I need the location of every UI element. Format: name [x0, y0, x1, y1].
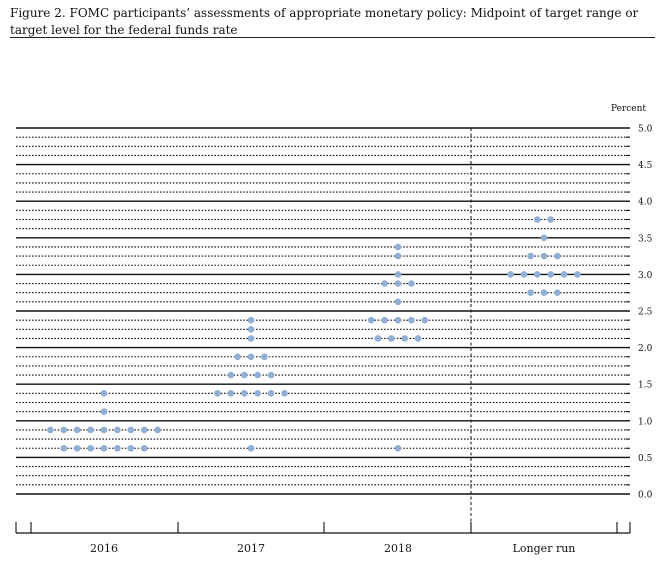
data-dot — [60, 426, 68, 434]
data-dot — [140, 444, 148, 452]
data-dot — [408, 316, 415, 324]
data-dot — [394, 280, 402, 287]
axes: 0.0 0.5 1.0 1.5 2.0 2.5 3.0 3.5 4.0 4.5 5.0 2016 201… — [15, 125, 653, 555]
data-dot — [261, 353, 268, 361]
data-dot — [100, 408, 108, 415]
y-tick-label: 1.0 — [638, 417, 653, 427]
data-dot — [247, 444, 255, 452]
data-dot — [401, 335, 409, 342]
data-dot — [394, 444, 402, 452]
data-dot — [214, 390, 221, 397]
dots — [47, 216, 581, 452]
data-dot — [394, 252, 402, 260]
data-dot — [388, 335, 395, 342]
data-dot — [60, 444, 68, 452]
data-dot — [154, 426, 161, 434]
data-dot — [367, 316, 375, 324]
data-dot — [73, 426, 81, 434]
y-tick-label: 4.5 — [638, 161, 653, 171]
data-dot — [140, 426, 148, 434]
data-dot — [227, 371, 235, 379]
figure-title: Figure 2. FOMC participants’ assessments… — [10, 6, 639, 37]
data-dot — [394, 243, 402, 251]
grid-lines — [16, 127, 630, 495]
data-dot — [560, 271, 568, 278]
x-category-label: Longer run — [513, 542, 576, 555]
data-dot — [114, 426, 121, 434]
unit-label: Percent — [611, 104, 646, 114]
y-tick-label: 0.0 — [638, 491, 653, 501]
data-dot — [100, 390, 108, 397]
data-dot — [394, 316, 402, 324]
y-tick-label: 4.0 — [638, 198, 653, 208]
y-tick-label: 1.5 — [638, 381, 653, 391]
y-tick-label: 2.0 — [638, 344, 653, 354]
data-dot — [247, 335, 255, 342]
data-dot — [87, 444, 94, 452]
data-dot — [227, 390, 235, 397]
data-dot — [100, 426, 108, 434]
data-dot — [520, 271, 528, 278]
x-category-label: 2016 — [90, 542, 118, 555]
title-rule — [10, 37, 655, 38]
data-dot — [100, 444, 108, 452]
y-tick-label: 3.5 — [638, 234, 653, 244]
data-dot — [527, 289, 534, 297]
data-dot — [73, 444, 81, 452]
data-dot — [127, 426, 135, 434]
data-dot — [267, 390, 275, 397]
data-dot — [247, 326, 255, 333]
data-dot — [247, 316, 255, 324]
data-dot — [247, 353, 255, 361]
data-dot — [47, 426, 54, 434]
x-category-label: 2017 — [237, 542, 265, 555]
data-dot — [408, 280, 415, 287]
data-dot — [234, 353, 241, 361]
data-dot — [414, 335, 422, 342]
data-dot — [87, 426, 94, 434]
data-dot — [267, 371, 275, 379]
data-dot — [394, 298, 402, 306]
y-tick-label: 2.5 — [638, 308, 653, 318]
data-dot — [540, 234, 548, 242]
data-dot — [394, 271, 402, 278]
data-dot — [574, 271, 581, 278]
data-dot — [540, 252, 548, 260]
data-dot — [381, 280, 388, 287]
data-dot — [281, 390, 288, 397]
y-tick-label: 3.0 — [638, 271, 653, 281]
x-category-label: 2018 — [384, 542, 412, 555]
data-dot — [241, 390, 248, 397]
data-dot — [381, 316, 388, 324]
data-dot — [554, 252, 561, 260]
data-dot — [114, 444, 121, 452]
data-dot — [547, 216, 554, 223]
data-dot — [554, 289, 561, 297]
data-dot — [254, 390, 261, 397]
data-dot — [241, 371, 248, 379]
data-dot — [127, 444, 135, 452]
data-dot — [507, 271, 514, 278]
data-dot — [534, 271, 541, 278]
data-dot — [374, 335, 382, 342]
data-dot — [254, 371, 261, 379]
y-tick-label: 5.0 — [638, 125, 653, 135]
y-tick-label: 0.5 — [638, 454, 653, 464]
data-dot — [527, 252, 534, 260]
data-dot — [547, 271, 554, 278]
data-dot — [421, 316, 429, 324]
data-dot — [540, 289, 548, 297]
data-dot — [534, 216, 541, 223]
